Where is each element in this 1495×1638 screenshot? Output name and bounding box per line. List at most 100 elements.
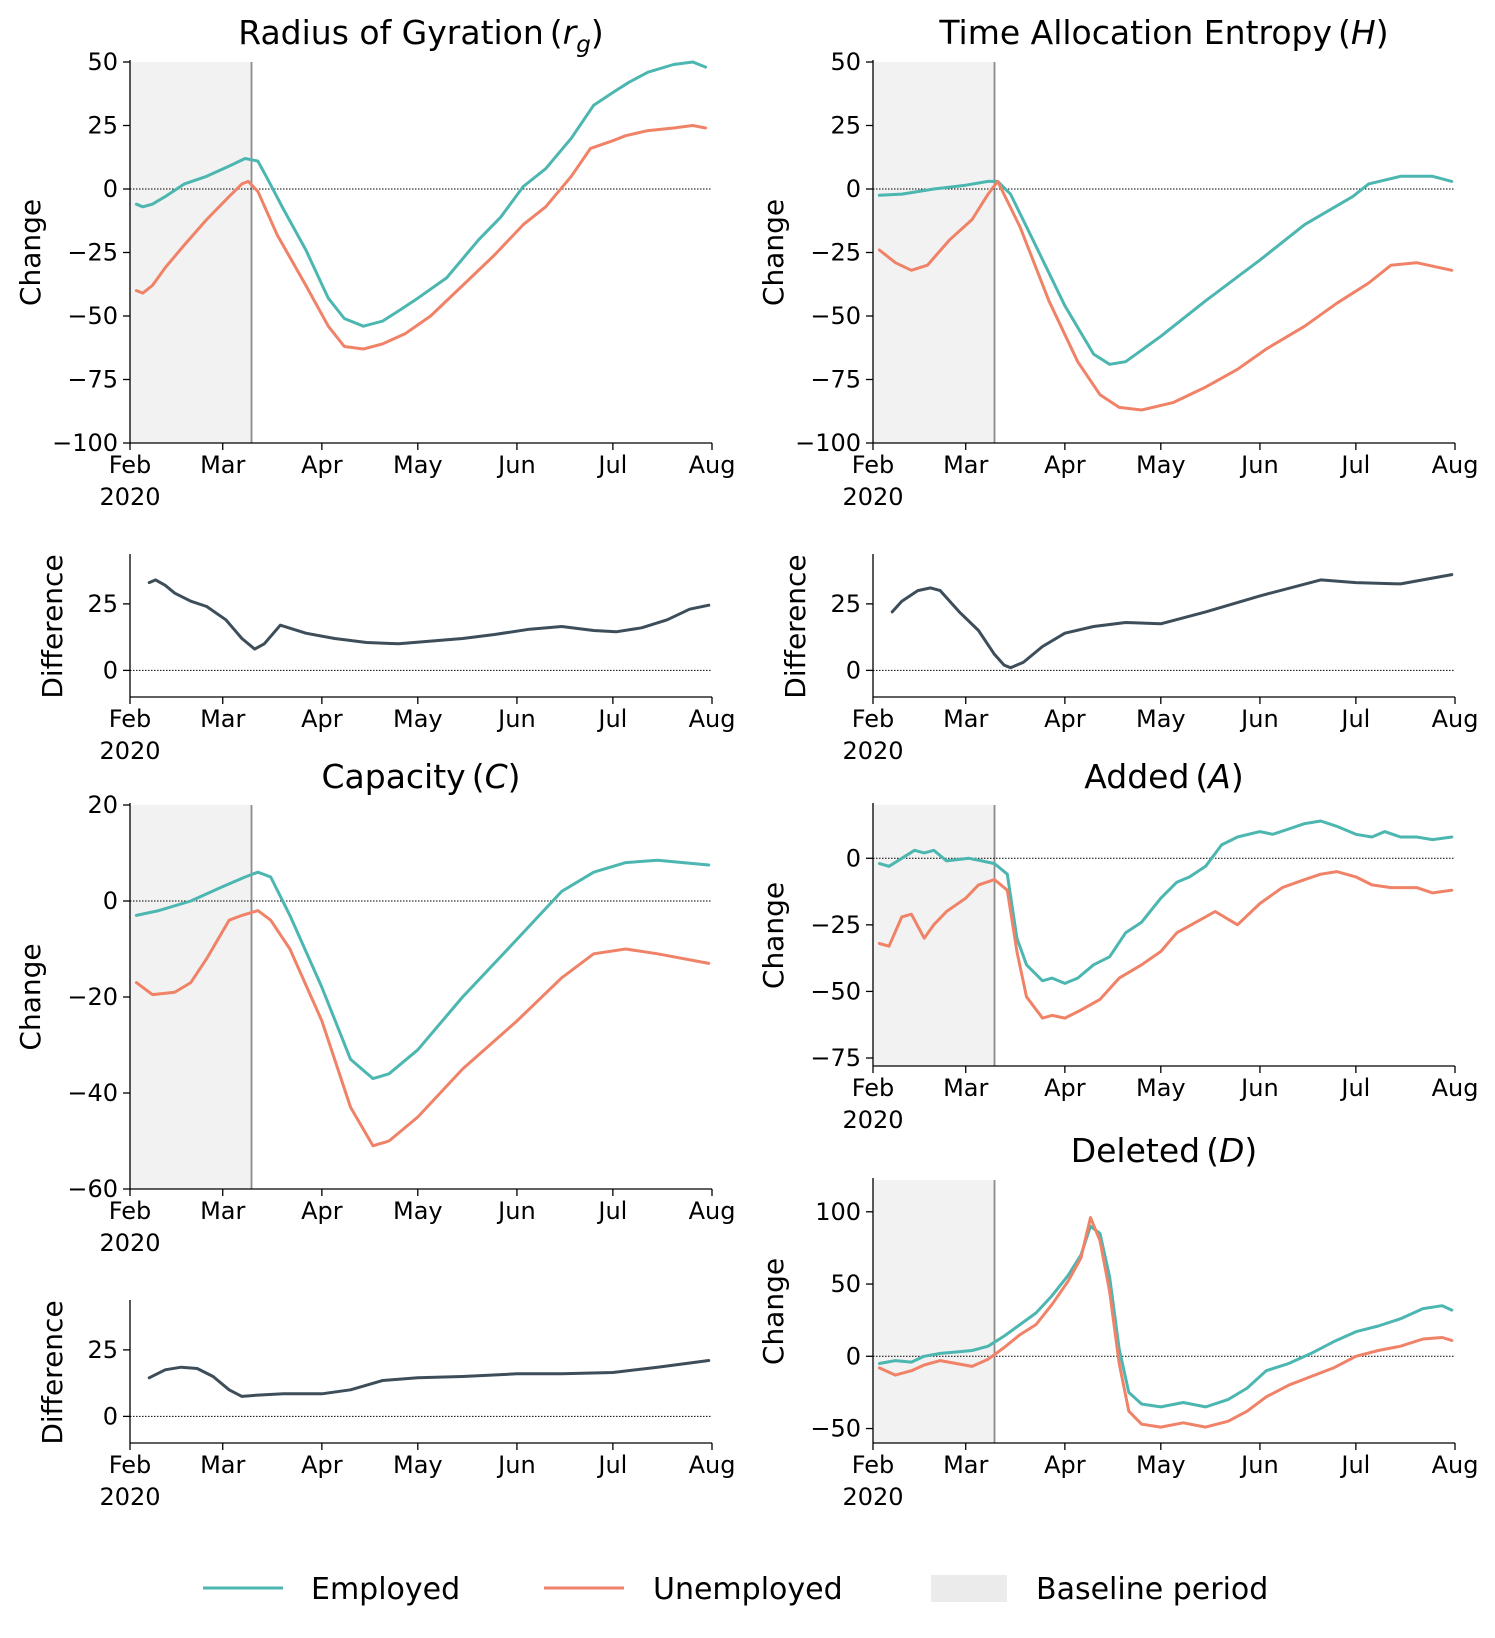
panel-h_diff: 25 0 Feb Mar Apr May Jun Jul Aug 2020 Difference [779,554,1478,765]
y-tick-label: 20 [87,791,118,819]
y-tick-label: 25 [830,590,861,618]
y-tick-label: −25 [810,911,861,939]
y-tick-label: 50 [87,48,118,76]
series-line-unemployed [134,909,711,1148]
chart-title: Time Allocation Entropy (H) [938,13,1388,52]
x-tick-label: Mar [943,1451,988,1479]
x-tick-label: Aug [1432,1074,1479,1102]
y-tick-label: 0 [103,1402,118,1430]
x-tick-label: Apr [301,705,343,733]
x-tick-label: Apr [301,451,343,479]
x-tick-label: Jul [596,451,627,479]
x-tick-label: Feb [109,1451,152,1479]
baseline-shade [130,62,252,443]
panel-rg_diff: 25 0 Feb Mar Apr May Jun Jul Aug 2020 Difference [36,554,735,765]
y-tick-label: 50 [830,48,861,76]
y-tick-label: −40 [67,1079,118,1107]
y-axis-label: Difference [36,1300,69,1444]
y-tick-label: 25 [87,112,118,140]
chart-title-paren: ( [1195,757,1208,796]
panel-d: 100 50 0 −50 Feb Mar Apr May Jun Jul Aug 2020 Change… [757,1131,1478,1511]
y-tick-label: −25 [67,239,118,267]
chart-title-text: Added [1084,757,1189,796]
chart-title-paren: ) [1231,757,1244,796]
chart-title-text: Deleted [1071,1131,1200,1170]
chart-title-symbol: r [563,13,579,52]
x-tick-label: Jul [596,1197,627,1225]
y-tick-label: 0 [103,887,118,915]
x-tick-label: Aug [1432,451,1479,479]
x-tick-label: Jun [1239,1074,1279,1102]
y-tick-label: 0 [103,175,118,203]
baseline-shade [873,805,995,1066]
x-tick-label: Jul [1339,1451,1370,1479]
series-line-unemployed [877,1216,1454,1429]
chart-title-symbol: C [485,757,508,796]
x-tick-label: May [393,705,443,733]
legend-label-employed: Employed [311,1572,460,1607]
series-line-difference [147,578,711,651]
chart-title-text: Radius of Gyration [238,13,544,52]
baseline-shade [130,805,252,1189]
x-tick-label: May [1136,451,1186,479]
x-tick-label: Feb [109,451,152,479]
x-tick-year: 2020 [842,1106,903,1134]
x-tick-label: Jun [496,451,536,479]
series-line-unemployed [877,179,1454,412]
chart-title-text: Capacity [321,757,465,796]
x-tick-label: Apr [301,1197,343,1225]
x-tick-label: Jun [496,705,536,733]
x-tick-label: Feb [109,705,152,733]
x-tick-label: May [1136,705,1186,733]
x-tick-label: Feb [852,705,895,733]
y-tick-label: −50 [810,302,861,330]
x-tick-label: Jul [1339,451,1370,479]
series-line-employed [877,1224,1454,1409]
y-axis-label: Change [14,199,47,306]
baseline-shade [873,1180,995,1443]
x-tick-label: Mar [200,705,245,733]
x-tick-label: Feb [852,451,895,479]
y-tick-label: −75 [67,366,118,394]
x-tick-label: Aug [689,705,736,733]
series-line-employed [877,819,1454,985]
x-tick-year: 2020 [99,483,160,511]
y-tick-label: −50 [67,302,118,330]
y-tick-label: −75 [810,1044,861,1072]
x-tick-year: 2020 [842,483,903,511]
y-tick-label: 0 [846,175,861,203]
y-tick-label: 100 [815,1198,861,1226]
chart-title-symbol: D [1219,1131,1244,1170]
x-tick-label: Feb [109,1197,152,1225]
series-line-employed [134,60,708,328]
series-line-employed [877,174,1454,366]
x-tick-label: Mar [200,1451,245,1479]
x-tick-label: Feb [852,1074,895,1102]
x-tick-year: 2020 [842,737,903,765]
y-tick-label: −50 [810,977,861,1005]
x-tick-label: Mar [943,451,988,479]
y-tick-label: 0 [103,656,118,684]
x-tick-label: Jun [1239,451,1279,479]
x-tick-label: May [393,1451,443,1479]
y-tick-label: −50 [810,1415,861,1443]
y-tick-label: 0 [846,1342,861,1370]
x-tick-label: Apr [1044,1074,1086,1102]
chart-title-paren: ( [550,13,563,52]
y-tick-label: 0 [846,656,861,684]
y-tick-label: 25 [830,112,861,140]
x-tick-label: Apr [1044,1451,1086,1479]
x-tick-label: May [1136,1451,1186,1479]
x-tick-label: Aug [689,1451,736,1479]
series-line-difference [147,1359,711,1398]
y-axis-label: Change [757,882,790,989]
y-axis-label: Change [757,1258,790,1365]
series-line-difference [890,573,1454,670]
x-tick-label: Jun [1239,1451,1279,1479]
y-axis-label: Change [14,943,47,1050]
x-tick-year: 2020 [842,1483,903,1511]
